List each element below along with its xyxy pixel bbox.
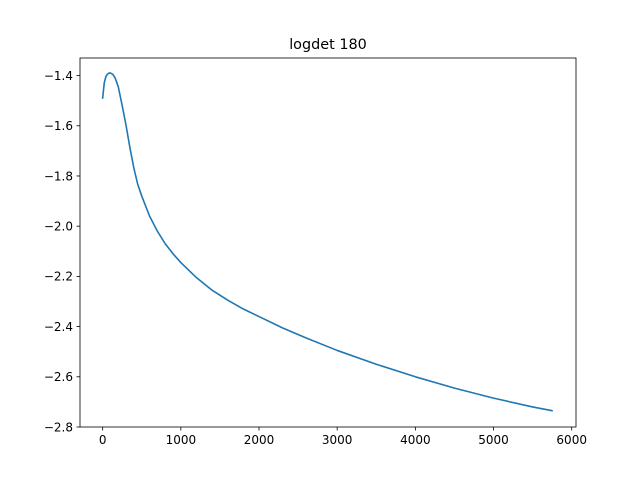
- y-tick-label: −1.4: [44, 69, 73, 83]
- x-tick-label: 0: [99, 433, 107, 447]
- y-axis: −2.8 −2.6 −2.4 −2.2 −2.0 −1.8 −1.6 −1.4: [44, 69, 80, 434]
- x-tick-label: 4000: [400, 433, 431, 447]
- y-tick-label: −2.8: [44, 420, 73, 434]
- series-line-0: [101, 72, 553, 412]
- plot-area: [79, 57, 577, 428]
- y-tick-label: −2.2: [44, 270, 73, 284]
- x-tick-label: 6000: [556, 433, 587, 447]
- y-tick-label: −2.6: [44, 370, 73, 384]
- axes-frame: [79, 57, 577, 428]
- y-tick-label: −2.4: [44, 320, 73, 334]
- x-tick-label: 3000: [322, 433, 353, 447]
- y-tick-label: −2.0: [44, 219, 73, 233]
- chart-title: logdet 180: [289, 37, 367, 53]
- y-tick-label: −1.6: [44, 119, 73, 133]
- x-tick-label: 5000: [478, 433, 509, 447]
- x-axis: 0 1000 2000 3000 4000 5000 6000: [99, 427, 587, 447]
- x-tick-label: 2000: [244, 433, 275, 447]
- x-tick-label: 1000: [166, 433, 197, 447]
- y-tick-label: −1.8: [44, 169, 73, 183]
